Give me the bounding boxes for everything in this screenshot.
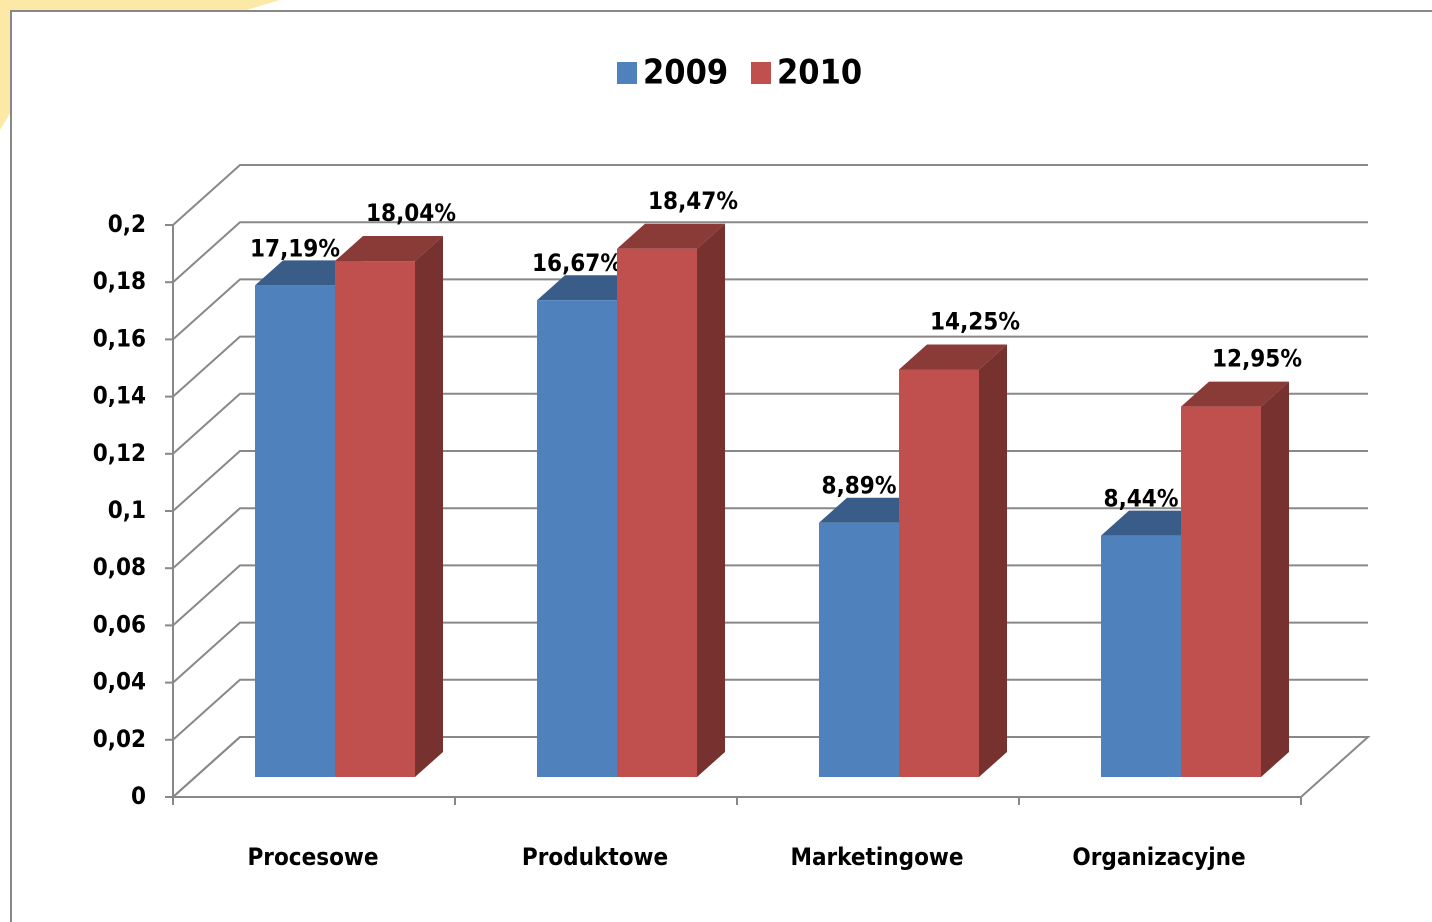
- bar-top: [899, 344, 1007, 370]
- data-label: 18,04%: [366, 199, 456, 227]
- legend-swatch: [751, 62, 771, 84]
- y-tick-label: 0,08: [93, 553, 146, 581]
- bar-top: [617, 223, 725, 249]
- legend-label: 2010: [777, 53, 862, 93]
- bar: [1181, 381, 1289, 777]
- bar: [335, 236, 443, 777]
- legend-swatch: [617, 62, 637, 84]
- bar-front: [255, 285, 335, 777]
- y-tick-label: 0,02: [93, 725, 146, 753]
- data-label: 18,47%: [648, 187, 738, 215]
- x-tick-label: Procesowe: [247, 843, 378, 871]
- data-label: 14,25%: [930, 307, 1020, 335]
- grid-line: [172, 278, 1368, 341]
- data-label: 17,19%: [250, 234, 340, 262]
- bar-side: [1261, 381, 1289, 777]
- grid-line: [172, 221, 1368, 283]
- grid-line: [172, 335, 1368, 398]
- y-tick-label: 0,18: [93, 267, 146, 295]
- bar-front: [537, 300, 617, 777]
- x-tick-label: Organizacyjne: [1072, 843, 1245, 871]
- y-tick-label: 0,12: [93, 439, 146, 467]
- bar-front: [1101, 535, 1181, 777]
- bar-top: [1181, 381, 1289, 407]
- y-tick-label: 0: [131, 782, 146, 810]
- bar-side: [415, 236, 443, 777]
- bar-side: [697, 223, 725, 777]
- bar: [617, 223, 725, 777]
- data-label: 16,67%: [532, 249, 622, 277]
- y-tick-label: 0,1: [108, 496, 146, 524]
- y-tick-label: 0,06: [93, 610, 146, 638]
- grid-line: [172, 164, 1368, 226]
- data-label: 8,89%: [822, 472, 897, 500]
- legend-label: 2009: [643, 53, 728, 93]
- data-label: 12,95%: [1212, 345, 1302, 373]
- x-tick-label: Marketingowe: [790, 843, 963, 871]
- bar-front: [1181, 406, 1261, 777]
- bar-front: [899, 369, 979, 777]
- y-tick-label: 0,16: [93, 324, 146, 352]
- bar-front: [617, 248, 697, 777]
- y-tick-label: 0,14: [93, 382, 146, 410]
- bar-side: [979, 344, 1007, 777]
- y-tick-label: 0,2: [108, 210, 146, 238]
- x-tick-label: Produktowe: [522, 843, 668, 871]
- bar-top: [335, 236, 443, 262]
- bar-front: [335, 261, 415, 777]
- data-label: 8,44%: [1104, 485, 1179, 513]
- bar: [899, 344, 1007, 777]
- y-tick-label: 0,04: [93, 668, 146, 696]
- bar-front: [819, 522, 899, 777]
